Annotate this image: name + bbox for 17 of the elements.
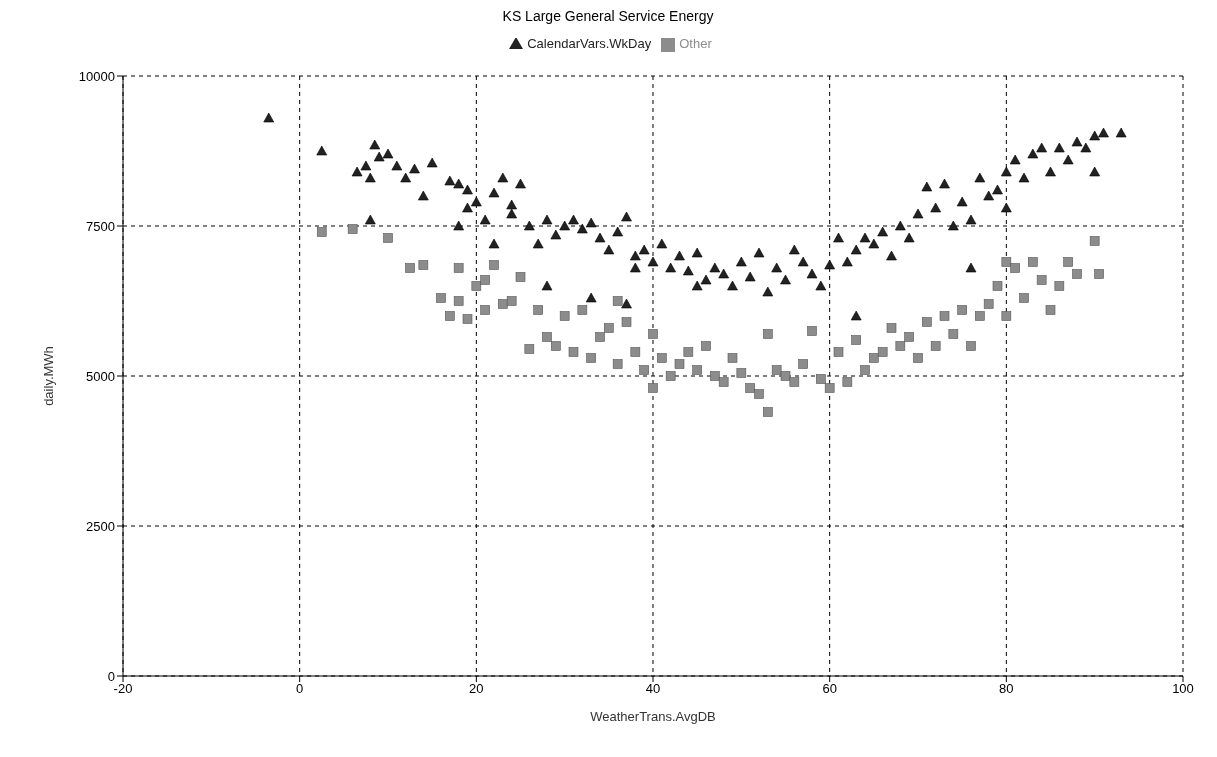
legend-label: Other bbox=[679, 36, 712, 51]
y-tick-label: 7500 bbox=[86, 218, 115, 234]
x-axis-title: WeatherTrans.AvgDB bbox=[590, 709, 716, 724]
legend-label: CalendarVars.WkDay bbox=[527, 36, 652, 51]
x-tick-label: 60 bbox=[822, 681, 837, 697]
x-tick-label: 20 bbox=[469, 681, 484, 697]
x-tick-label: -20 bbox=[113, 681, 133, 697]
y-tick-label: 0 bbox=[107, 668, 115, 684]
y-tick-label: 2500 bbox=[86, 518, 115, 534]
x-tick-label: 100 bbox=[1172, 681, 1194, 697]
y-axis-title: daily.MWh bbox=[40, 346, 56, 406]
y-tick-label: 5000 bbox=[86, 368, 115, 384]
chart-title: KS Large General Service Energy bbox=[501, 8, 715, 26]
x-tick-label: 80 bbox=[999, 681, 1014, 697]
x-tick-label: 40 bbox=[645, 681, 661, 697]
y-tick-label: 10000 bbox=[78, 68, 115, 84]
x-tick-label: 0 bbox=[296, 681, 304, 697]
